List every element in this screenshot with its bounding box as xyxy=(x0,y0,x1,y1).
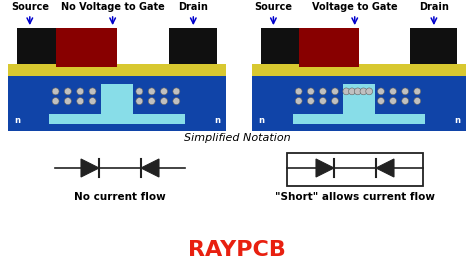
Circle shape xyxy=(402,88,409,95)
Circle shape xyxy=(136,88,143,95)
Circle shape xyxy=(354,88,361,95)
Text: Source: Source xyxy=(255,2,292,12)
Circle shape xyxy=(148,88,155,95)
Circle shape xyxy=(295,98,302,104)
Circle shape xyxy=(360,88,367,95)
Text: RAYPCB: RAYPCB xyxy=(188,240,286,260)
Text: No Voltage to Gate: No Voltage to Gate xyxy=(61,2,164,12)
Circle shape xyxy=(77,88,84,95)
Bar xyxy=(8,76,226,131)
Circle shape xyxy=(307,88,314,95)
Text: Simplified Notation: Simplified Notation xyxy=(184,133,290,143)
Bar xyxy=(299,28,359,67)
Polygon shape xyxy=(316,159,334,177)
Bar xyxy=(252,64,466,76)
Circle shape xyxy=(161,88,167,95)
Bar xyxy=(287,153,423,186)
Circle shape xyxy=(161,98,167,105)
Bar xyxy=(49,84,101,114)
Circle shape xyxy=(136,98,143,105)
Circle shape xyxy=(295,88,302,95)
Circle shape xyxy=(414,88,421,95)
Text: n: n xyxy=(258,116,264,125)
Circle shape xyxy=(414,98,421,104)
Circle shape xyxy=(348,88,356,95)
Text: +: + xyxy=(381,59,387,65)
Text: No current flow: No current flow xyxy=(74,192,166,202)
Text: +: + xyxy=(371,59,377,65)
Text: +: + xyxy=(361,59,367,65)
Text: "Short" allows current flow: "Short" allows current flow xyxy=(275,192,435,202)
Text: n: n xyxy=(14,116,20,125)
Text: Drain: Drain xyxy=(419,2,449,12)
Circle shape xyxy=(332,88,338,95)
Circle shape xyxy=(307,98,314,104)
Circle shape xyxy=(173,88,180,95)
Circle shape xyxy=(332,98,338,104)
Circle shape xyxy=(89,98,96,105)
Bar xyxy=(56,28,117,67)
Polygon shape xyxy=(81,159,99,177)
Text: +: + xyxy=(391,59,397,65)
Text: +: + xyxy=(401,59,407,65)
Bar xyxy=(292,84,343,114)
Bar xyxy=(261,28,299,64)
Circle shape xyxy=(77,98,84,105)
Circle shape xyxy=(343,88,350,95)
Bar xyxy=(169,28,217,64)
Text: n: n xyxy=(454,116,460,125)
Text: n: n xyxy=(214,116,220,125)
Circle shape xyxy=(64,98,72,105)
Circle shape xyxy=(378,98,384,104)
Bar xyxy=(252,76,466,131)
Bar xyxy=(410,28,457,64)
Circle shape xyxy=(402,98,409,104)
Circle shape xyxy=(64,88,72,95)
Text: Source: Source xyxy=(11,2,49,12)
Bar xyxy=(292,84,425,124)
Circle shape xyxy=(319,98,326,104)
Text: Drain: Drain xyxy=(178,2,208,12)
Polygon shape xyxy=(376,159,394,177)
Bar xyxy=(8,64,226,76)
Bar xyxy=(17,28,56,64)
Circle shape xyxy=(366,88,373,95)
Bar xyxy=(49,84,184,124)
Circle shape xyxy=(390,88,396,95)
Bar xyxy=(133,84,184,114)
Circle shape xyxy=(89,88,96,95)
Circle shape xyxy=(378,88,384,95)
Bar xyxy=(375,84,425,114)
Circle shape xyxy=(319,88,326,95)
Circle shape xyxy=(390,98,396,104)
Circle shape xyxy=(173,98,180,105)
Circle shape xyxy=(52,88,59,95)
Circle shape xyxy=(52,98,59,105)
Polygon shape xyxy=(141,159,159,177)
Text: Voltage to Gate: Voltage to Gate xyxy=(312,2,398,12)
Circle shape xyxy=(148,98,155,105)
